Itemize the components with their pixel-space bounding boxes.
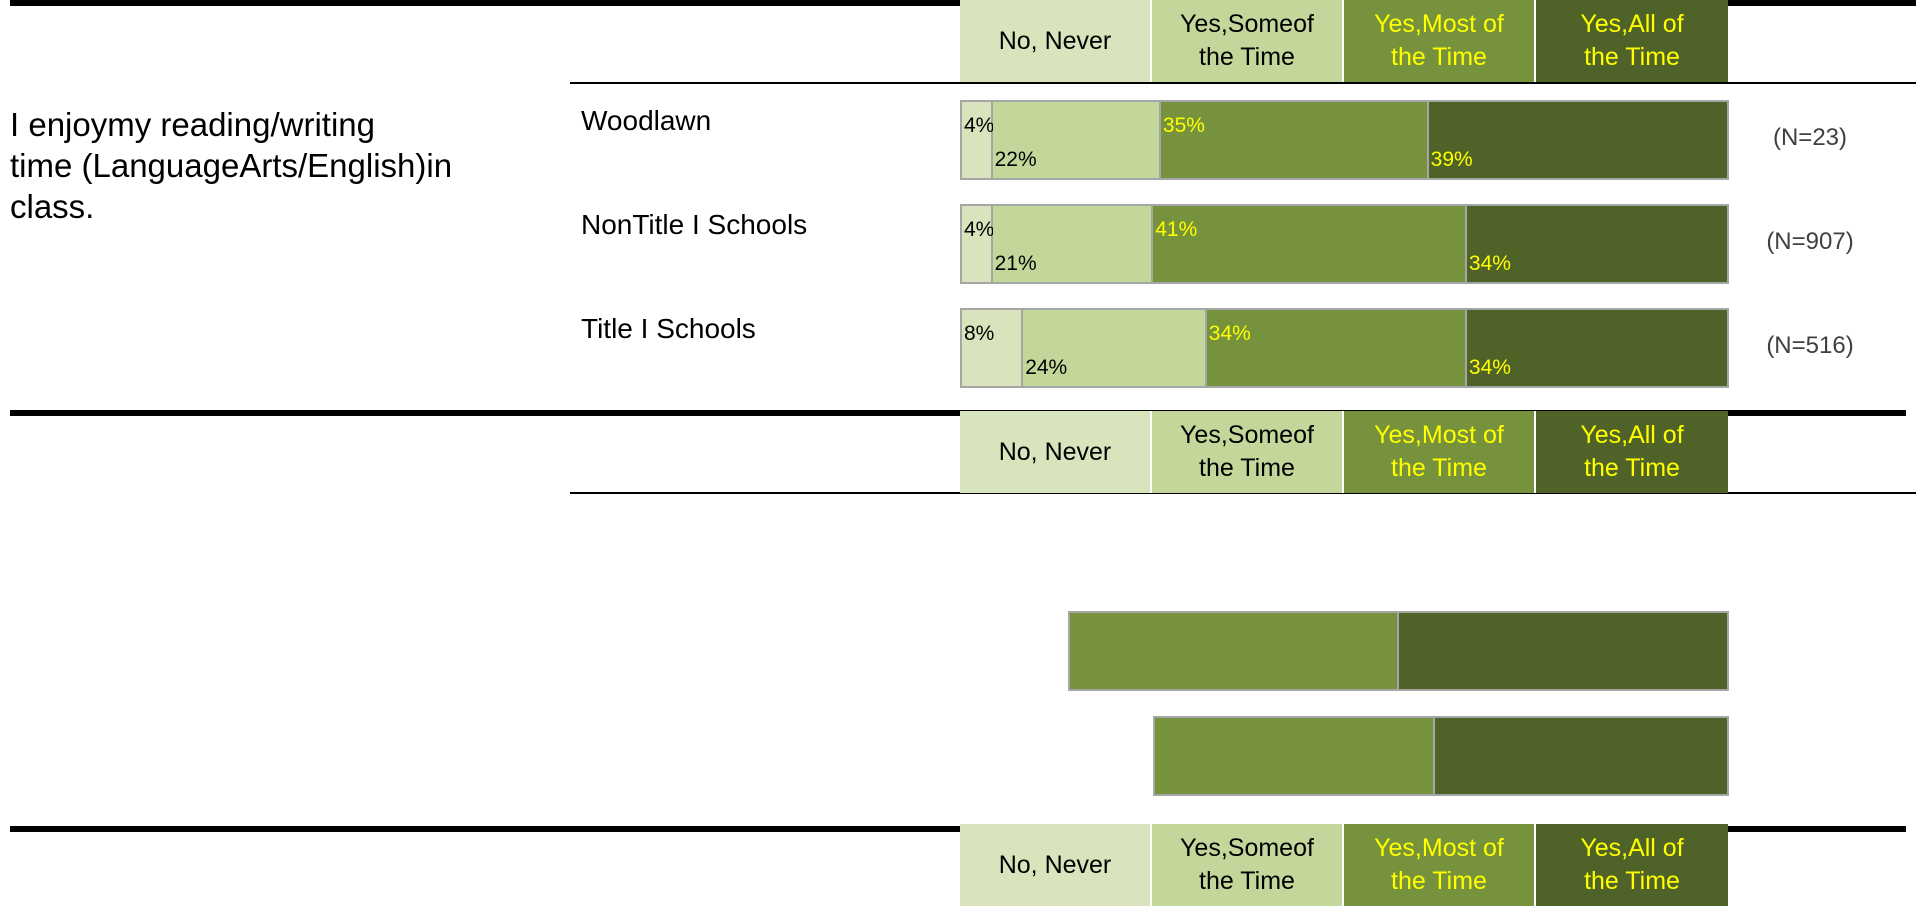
n-count-label: (N=23) [1772,124,1848,151]
partial-bar [1068,611,1729,691]
data-label: 39% [1430,148,1473,171]
legend-item-0: No, Never [960,0,1152,82]
data-label: 34% [1208,322,1251,345]
row-label: Title I Schools [581,313,756,344]
legend-item-0: No, Never [960,411,1152,493]
legend-item-1: Yes,Someof the Time [1152,0,1344,82]
stacked-bar: 8% 24% 34% 34% [960,308,1729,388]
bar-segment: 34% [1206,310,1467,386]
bar-segment: 39% [1428,102,1727,178]
bar-segment: 22% [992,102,1161,178]
stacked-bar: 4% 21% 41% 34% [960,204,1729,284]
legend-bottom: No, Never Yes,Someof the Time Yes,Most of … [960,824,1728,906]
row-label: NonTitle I Schools [581,209,808,240]
n-count-label: (N=907) [1766,228,1854,255]
legend-item-3: Yes,All of the Time [1536,0,1728,82]
data-label: 22% [994,148,1037,171]
section-divider-2 [10,826,1906,832]
data-label: 34% [1468,356,1511,379]
legend-item-2: Yes,Most of the Time [1344,411,1536,493]
section-divider-1 [10,410,1906,416]
bar-segment: 35% [1160,102,1429,178]
legend-item-1: Yes,Someof the Time [1152,411,1344,493]
question-text: I enjoymy reading/writing time (Language… [10,106,453,225]
data-label: 41% [1155,218,1198,241]
bar-segment: 34% [1466,206,1727,282]
data-label: 4% [964,114,995,137]
legend-item-1: Yes,Someof the Time [1152,824,1344,906]
partial-bar [1153,716,1729,796]
legend-item-3: Yes,All of the Time [1536,824,1728,906]
legend-item-3: Yes,All of the Time [1536,411,1728,493]
bar-segment: 4% [962,102,995,178]
bar-segment: 8% [962,310,1024,386]
data-label: 35% [1162,114,1205,137]
row-label: Woodlawn [581,105,712,136]
legend-item-0: No, Never [960,824,1152,906]
bar-segment [1155,718,1436,794]
legend-item-2: Yes,Most of the Time [1344,0,1536,82]
bar-segment [1435,718,1727,794]
data-label: 4% [964,218,995,241]
bar-segment [1070,613,1399,689]
bar-segment: 34% [1466,310,1727,386]
legend-item-2: Yes,Most of the Time [1344,824,1536,906]
stacked-bar: 4% 22% 35% 39% [960,100,1729,180]
bar-segment: 41% [1153,206,1467,282]
legend-underline-1 [570,82,1916,84]
data-label: 21% [994,252,1037,275]
data-label: 24% [1025,356,1068,379]
bar-segment: 24% [1023,310,1207,386]
legend-middle: No, Never Yes,Someof the Time Yes,Most of … [960,411,1728,493]
bar-segment: 21% [992,206,1154,282]
legend-top: No, Never Yes,Someof the Time Yes,Most of … [960,0,1728,82]
data-label: 8% [964,322,995,345]
n-count-label: (N=516) [1766,332,1854,359]
bar-segment: 4% [962,206,995,282]
legend-underline-2 [570,492,1916,494]
data-label: 34% [1468,252,1511,275]
bar-segment [1398,613,1727,689]
